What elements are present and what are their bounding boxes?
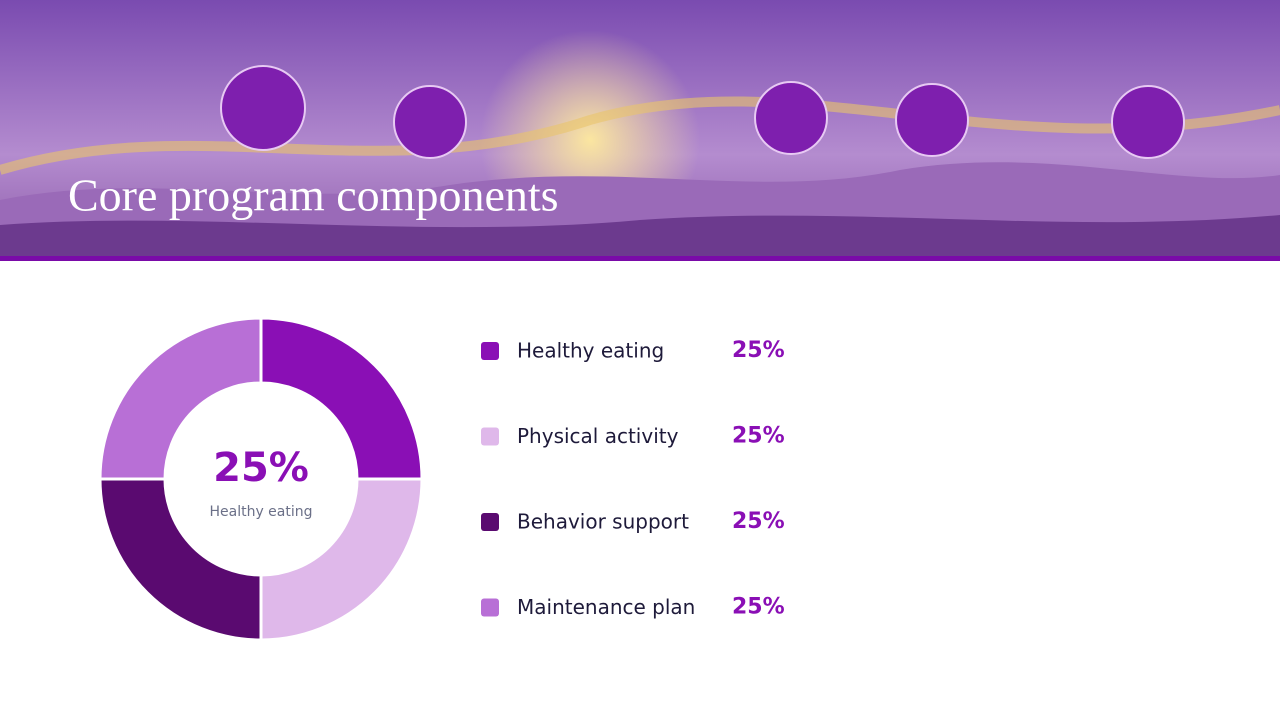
donut-segment [259,477,424,642]
legend: Healthy eating 25% Physical activity 25% Beh… [481,338,785,620]
legend-label: Maintenance plan [517,595,695,619]
legend-label: Physical activity [517,424,679,448]
legend-swatch [481,427,499,446]
donut-chart [98,316,424,642]
legend-value: 25% [732,424,785,449]
legend-value: 25% [732,595,785,620]
center-value: 25% [213,445,309,491]
banner [0,0,1280,261]
legend-label: Healthy eating [517,339,664,363]
legend-value: 25% [732,509,785,534]
donut-segment [259,316,424,481]
legend-swatch [481,513,499,531]
legend-label: Behavior support [517,510,689,534]
slide-title: Core program components [68,170,559,221]
center-label: Healthy eating [209,504,312,520]
legend-value: 25% [732,338,785,363]
legend-swatch [481,598,499,617]
donut-segment [98,477,263,642]
legend-swatch [481,342,499,360]
donut-segment [98,316,263,481]
